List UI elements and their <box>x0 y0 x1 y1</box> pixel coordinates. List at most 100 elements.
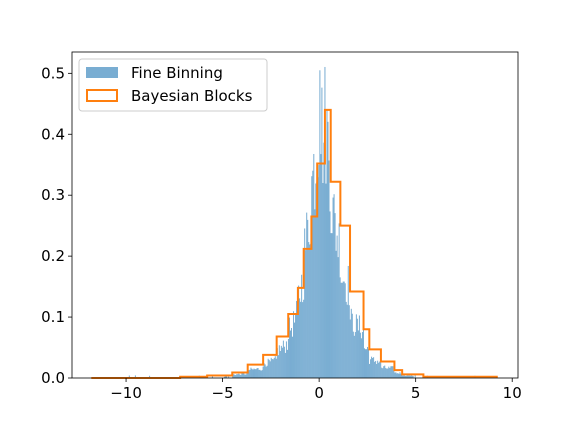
fine-bin-bar <box>250 367 252 378</box>
fine-bin-bar <box>244 374 246 378</box>
fine-bin-bar <box>361 332 363 378</box>
fine-bin-bar <box>270 357 272 378</box>
fine-bin-bar <box>296 300 298 378</box>
fine-bin-bar <box>379 361 381 378</box>
fine-bin-bar <box>337 257 339 378</box>
legend: Fine Binning Bayesian Blocks <box>78 58 268 112</box>
fine-bin-bar <box>242 373 244 378</box>
fine-bin-bar <box>402 375 404 378</box>
fine-bin-bar <box>375 360 377 378</box>
fine-bin-bar <box>315 183 317 378</box>
fine-bin-bar <box>320 154 322 378</box>
fine-bin-bar <box>362 325 364 378</box>
fine-bin-bar <box>329 211 331 378</box>
fine-bin-bar <box>411 375 413 378</box>
x-tick-label: 0 <box>314 384 324 402</box>
fine-bin-bar <box>319 70 321 378</box>
fine-bin-bar <box>324 66 326 378</box>
fine-bin-bar <box>246 373 248 378</box>
fine-bin-bar <box>302 302 304 378</box>
fine-bin-bar <box>347 265 349 378</box>
fine-bin-bar <box>254 369 256 378</box>
fine-bin-bar <box>253 368 255 378</box>
fine-bin-bar <box>312 170 314 378</box>
fine-bin-bar <box>265 366 267 378</box>
fine-bin-bar <box>335 250 337 378</box>
fine-bin-bar <box>327 121 329 378</box>
fine-bin-bar <box>293 311 295 378</box>
fine-bin-bar <box>407 375 409 378</box>
fine-bin-bar <box>245 374 247 378</box>
fine-bin-bar <box>311 176 313 378</box>
fine-bin-bar <box>359 332 361 378</box>
fine-bin-bar <box>290 327 292 378</box>
fine-bin-bar <box>257 368 259 378</box>
fine-bin-bar <box>260 370 262 378</box>
fine-bin-bar <box>348 305 350 378</box>
fine-bin-bar <box>384 365 386 378</box>
fine-bin-bar <box>261 370 263 378</box>
fine-bin-bar <box>370 359 372 378</box>
fine-bin-bar <box>345 301 347 378</box>
legend-swatch-fine-binning <box>86 67 118 78</box>
fine-bin-bar <box>400 373 402 378</box>
fine-bin-bar <box>405 376 407 378</box>
fine-bin-bar <box>292 336 294 378</box>
y-tick-label: 0.4 <box>41 125 65 143</box>
fine-bin-bar <box>285 341 287 378</box>
fine-bin-bar <box>299 298 301 378</box>
fine-bin-bar <box>271 359 273 378</box>
fine-bin-bar <box>228 375 230 378</box>
fine-bin-bar <box>357 330 359 378</box>
fine-bin-bar <box>263 363 265 378</box>
fine-bin-bar <box>391 366 393 378</box>
fine-bin-bar <box>394 372 396 378</box>
fine-bin-bar <box>380 358 382 378</box>
fine-bin-bar <box>364 349 366 378</box>
fine-bin-bar <box>339 277 341 378</box>
fine-bin-bar <box>283 346 285 378</box>
fine-bin-bar <box>128 375 130 378</box>
fine-bin-bar <box>310 243 312 378</box>
fine-bin-bar <box>403 374 405 378</box>
fine-bin-bar <box>355 314 357 378</box>
x-tick-label: −5 <box>212 384 234 402</box>
fine-bin-bar <box>358 315 360 378</box>
fine-bin-bar <box>241 373 243 378</box>
fine-bin-bar <box>412 375 414 378</box>
fine-bin-bar <box>288 317 290 378</box>
fine-bin-bar <box>281 347 283 378</box>
fine-bin-bar <box>309 244 311 378</box>
fine-bin-bar <box>225 375 227 378</box>
fine-bin-bar <box>363 348 365 378</box>
fine-bin-bar <box>282 340 284 378</box>
fine-bin-bar <box>378 362 380 378</box>
fine-bin-bar <box>383 366 385 378</box>
fine-bin-bar <box>401 374 403 378</box>
fine-bin-bar <box>389 368 391 378</box>
fine-bin-bar <box>264 364 266 378</box>
legend-swatch-bayesian-blocks <box>86 89 118 102</box>
fine-bin-bar <box>397 373 399 378</box>
fine-bin-bar <box>387 368 389 378</box>
fine-bin-bar <box>267 358 269 378</box>
fine-bin-bar <box>224 376 226 378</box>
fine-bin-bar <box>343 281 345 378</box>
fine-bin-bar <box>323 142 325 378</box>
fine-bin-bar <box>395 372 397 378</box>
fine-bin-bar <box>336 235 338 378</box>
y-axis: 0.0 0.1 0.2 0.3 0.4 0.5 <box>41 64 72 387</box>
fine-bin-bar <box>338 223 340 378</box>
fine-bin-bar <box>318 164 320 378</box>
fine-bin-bar <box>392 366 394 378</box>
fine-bin-bar <box>322 183 324 378</box>
fine-bin-bar <box>239 374 241 378</box>
fine-bin-bar <box>269 361 271 378</box>
fine-bin-bar <box>396 373 398 378</box>
fine-bin-bar <box>235 375 237 378</box>
fine-bin-bar <box>284 352 286 378</box>
fine-bin-bar <box>333 194 335 378</box>
fine-bin-bar <box>249 369 251 378</box>
fine-bin-bar <box>289 330 291 378</box>
